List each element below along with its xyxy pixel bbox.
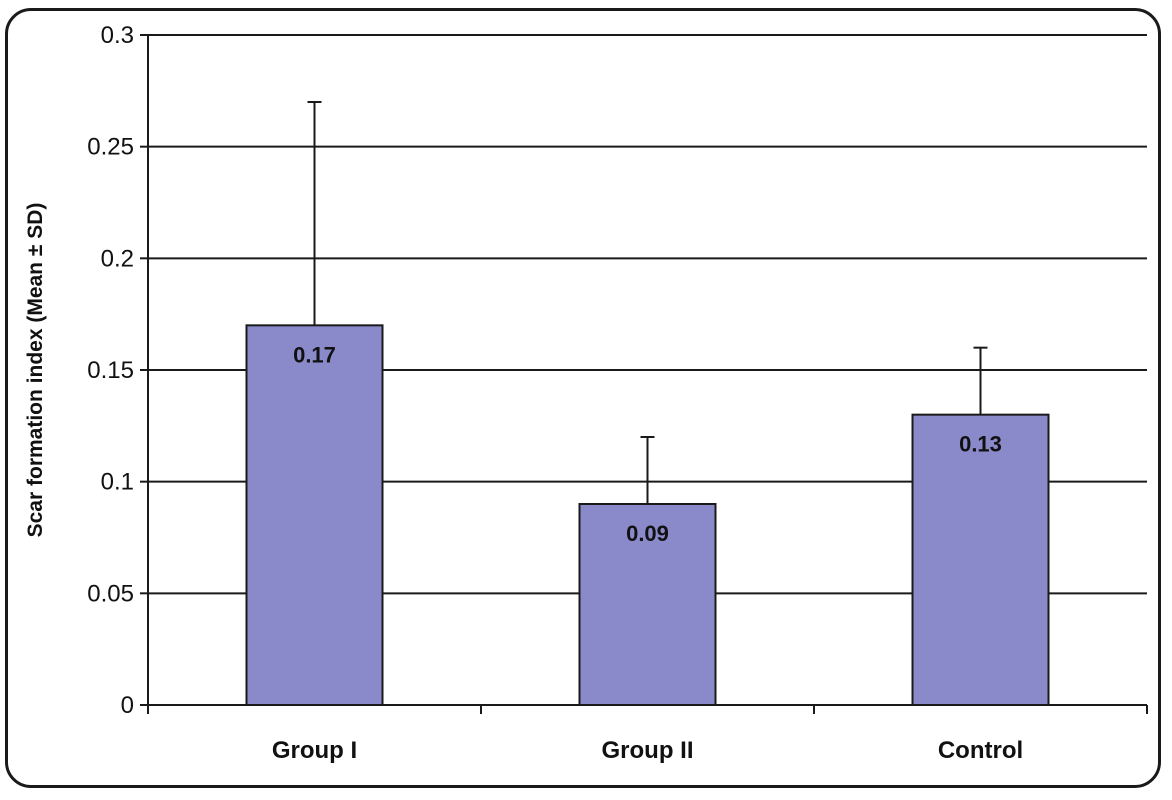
- axes: [140, 34, 1148, 714]
- y-tick-label: 0.3: [101, 22, 134, 49]
- bar: [578, 503, 717, 706]
- y-tick-label: 0: [121, 692, 134, 719]
- bars: [245, 324, 1050, 706]
- y-axis-title: Scar formation index (Mean ± SD): [24, 203, 47, 538]
- y-tick-label: 0.25: [87, 134, 134, 161]
- y-tick-label: 0.15: [87, 357, 134, 384]
- x-category-label: Group I: [272, 737, 357, 764]
- y-tick-label: 0.2: [101, 245, 134, 272]
- y-tick-label: 0.1: [101, 469, 134, 496]
- y-tick-label: 0.05: [87, 580, 134, 607]
- bar: [911, 413, 1050, 706]
- x-category-label: Group II: [602, 737, 694, 764]
- x-category-label: Control: [938, 737, 1023, 764]
- error-bars: [307, 101, 988, 504]
- bar: [245, 324, 384, 706]
- labels: 0 0.05 0.1 0.15 0.2 0.25 0.3 0.17 Group I 0.09 Gro…: [87, 22, 1023, 764]
- data-label: 0.09: [626, 521, 669, 546]
- data-label: 0.13: [959, 432, 1002, 457]
- data-label: 0.17: [293, 342, 336, 367]
